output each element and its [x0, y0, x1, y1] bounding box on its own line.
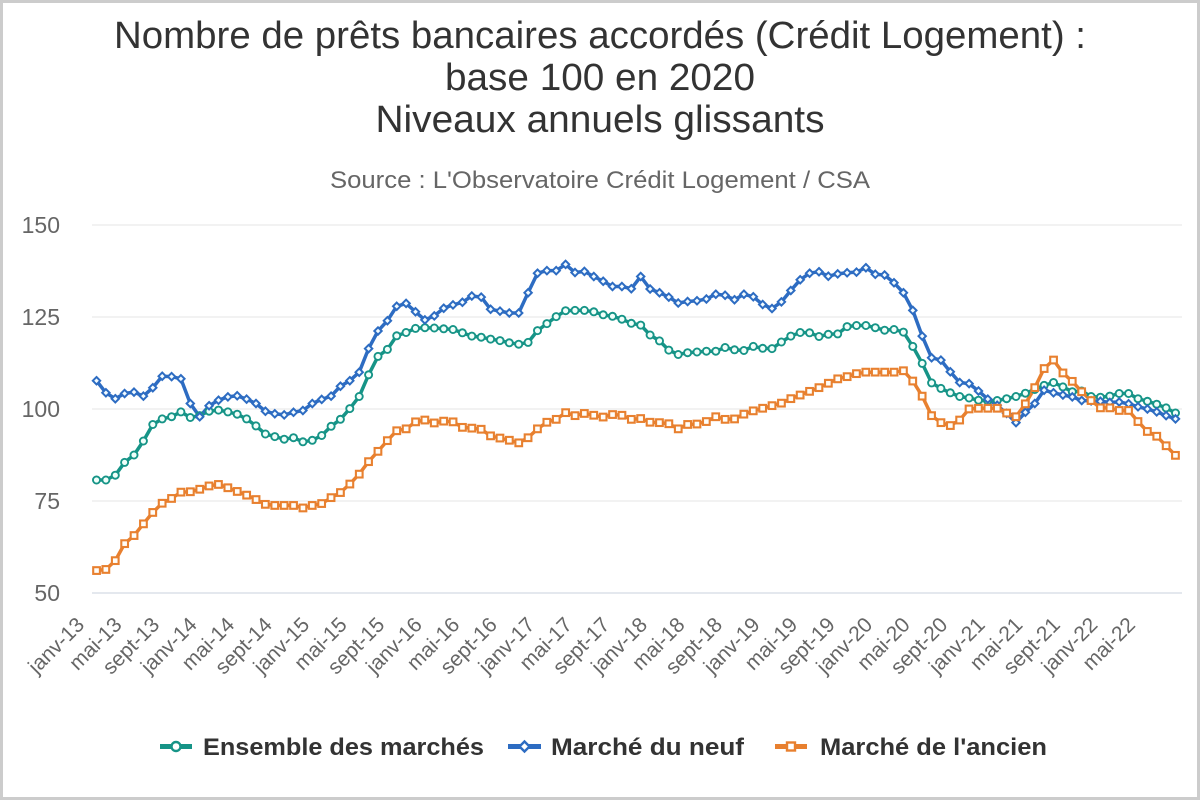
svg-text:base 100 en 2020: base 100 en 2020 — [445, 57, 755, 99]
svg-text:Nombre de prêts bancaires acco: Nombre de prêts bancaires accordés (Créd… — [114, 15, 1086, 57]
svg-text:Niveaux annuels glissants: Niveaux annuels glissants — [376, 99, 825, 141]
svg-text:Marché de l'ancien: Marché de l'ancien — [820, 734, 1047, 761]
svg-text:Marché du neuf: Marché du neuf — [551, 734, 745, 761]
svg-text:150: 150 — [22, 212, 60, 238]
svg-text:100: 100 — [22, 396, 60, 422]
svg-text:Source : L'Observatoire Crédit: Source : L'Observatoire Crédit Logement … — [330, 167, 870, 194]
svg-text:50: 50 — [34, 580, 60, 606]
svg-text:75: 75 — [34, 488, 60, 514]
svg-text:Ensemble des marchés: Ensemble des marchés — [203, 734, 484, 761]
svg-text:125: 125 — [22, 304, 60, 330]
